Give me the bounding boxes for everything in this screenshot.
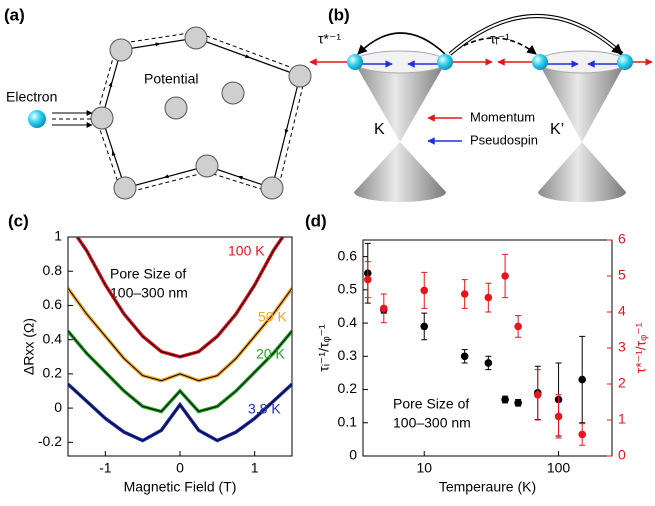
point [420,287,428,295]
panel-label: (b) [328,5,350,24]
y-tick-label: 0.8 [43,262,63,278]
data-line [68,331,292,411]
panel-label: (d) [305,211,327,230]
point [578,431,586,439]
panel-label: (a) [4,5,25,24]
point [461,353,469,361]
momentum-label: Momentum [470,109,535,124]
y-tick-label: 0.1 [338,413,358,429]
y-tick-label: -0.2 [38,433,62,449]
y-tick-label: 0 [349,447,357,463]
panel-b: (b) τ*⁻¹ τᵢ⁻¹ K K’ Momentum Pseudospin [310,5,652,202]
y2-tick-label: 4 [618,303,626,319]
electron-label: Electron [6,89,57,105]
point [534,391,542,399]
y2-tick-label: 2 [618,375,626,391]
y-tick-label: 0.2 [338,380,358,396]
x-tick-label: -1 [99,460,112,476]
y2-tick-label: 0 [618,447,626,463]
fit-line [68,331,292,411]
y-tick-label: 0 [54,399,62,415]
cone-k [354,51,446,202]
point [461,290,469,298]
potential-label: Potential [144,71,198,87]
x-tick-label: 0 [176,460,184,476]
x-axis-label: Temperaure (K) [439,479,536,495]
y-tick-label: 0.3 [338,347,358,363]
electron [28,110,46,128]
y2-tick-label: 3 [618,339,626,355]
point [501,272,509,280]
point [555,413,563,421]
point [578,376,586,384]
y-tick-label: 0.5 [338,281,358,297]
x-axis-label: Magnetic Field (T) [124,479,237,495]
incoming-paths [52,113,92,125]
annotation: 100–300 nm [110,285,188,301]
y-axis-label: ΔRxx (Ω) [21,318,37,375]
valley-k-prime: K’ [550,121,564,138]
series-label: 20 K [256,346,285,362]
y2-tick-label: 5 [618,267,626,283]
pseudospin-label: Pseudospin [470,132,538,147]
point [485,294,493,302]
y2-tick-label: 6 [618,231,626,247]
point [485,359,493,367]
point [380,305,388,313]
tau-i-label: τᵢ⁻¹ [490,31,510,47]
x-tick-label: 100 [547,460,571,476]
y-tick-label: 0.6 [43,296,63,312]
annotation: 100–300 nm [393,415,471,431]
y2-axis-label: τ*⁻¹/τᵩ⁻¹ [633,322,649,373]
valley-k: K [374,121,385,138]
x-tick-label: 10 [416,460,432,476]
panel-a: (a) Potential Electron [4,5,311,199]
y-axis-label: τᵢ⁻¹/τᵩ⁻¹ [316,324,332,372]
series-label: 100 K [228,243,265,259]
figure: (a) Potential Electron (b) τ*⁻¹ τᵢ⁻¹ K K… [0,0,655,506]
point [364,276,372,284]
x-tick-label: 1 [251,460,259,476]
tau-star-label: τ*⁻¹ [318,31,341,47]
intervalley-arc-inner [450,16,622,54]
annotation: Pore Size of [110,266,186,282]
y-tick-label: 1 [54,228,62,244]
scatterers [91,27,311,199]
y-tick-label: 0.2 [43,365,63,381]
y2-tick-label: 1 [618,411,626,427]
series-label: 3.8 K [248,401,281,417]
series-label: 50 K [258,309,287,325]
y-tick-label: 0.4 [338,314,358,330]
y-tick-label: 0.4 [43,330,63,346]
y-tick-label: 0.6 [338,247,358,263]
annotation: Pore Size of [393,396,469,412]
point [501,396,509,404]
point [420,323,428,331]
point [514,323,522,331]
point [514,399,522,407]
panel-label: (c) [8,211,29,230]
